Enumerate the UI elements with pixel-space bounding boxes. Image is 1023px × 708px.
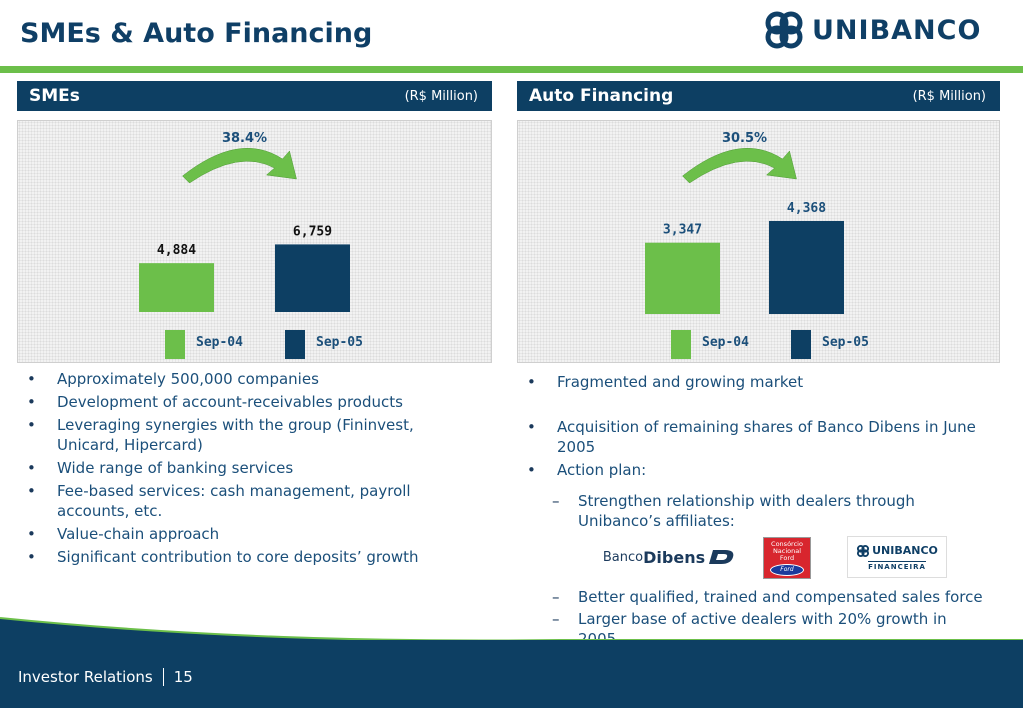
smes-heading: SMEs — [29, 86, 80, 106]
smes-panel-header: SMEs (R$ Million) — [17, 81, 492, 111]
ford-oval-text: Ford — [780, 566, 794, 573]
auto-panel-header: Auto Financing (R$ Million) — [517, 81, 1000, 111]
data-label: 3,347 — [663, 223, 702, 238]
auto-heading: Auto Financing — [529, 86, 674, 106]
auto-chart-svg: 30.5% 3,347 Sep-04 4,368 Sep-05 — [645, 131, 869, 359]
growth-arrow-icon — [182, 148, 297, 184]
smes-chart-svg: 38.4% 4,884 Sep-04 6,759 Sep-05 — [139, 131, 363, 359]
bar-sep-04 — [139, 263, 214, 312]
uni-fin-sub: FINANCEIRA — [868, 560, 926, 571]
legend-swatch — [165, 330, 185, 359]
legend-label: Sep-04 — [196, 335, 243, 350]
unibanco-knot-small-icon — [857, 544, 870, 557]
legend-swatch — [791, 330, 811, 359]
footer-separator — [162, 668, 164, 686]
footer: Investor Relations 15 — [18, 668, 193, 686]
data-label: 6,759 — [293, 224, 332, 239]
legend-label: Sep-05 — [822, 335, 869, 350]
list-item: Better qualified, trained and compensate… — [548, 587, 988, 607]
list-item: Fragmented and growing market — [517, 372, 987, 392]
list-item: Fee-based services: cash management, pay… — [17, 481, 477, 521]
growth-label: 30.5% — [722, 131, 767, 146]
list-item: Acquisition of remaining shares of Banco… — [517, 417, 987, 457]
consorcio-line-3: Ford — [779, 553, 795, 562]
consorcio-line-1: Consórcio — [771, 539, 803, 548]
dibens-banco-text: Banco — [602, 549, 644, 565]
bar-sep-05 — [275, 244, 350, 312]
smes-chart: 38.4% 4,884 Sep-04 6,759 Sep-05 — [17, 120, 492, 363]
uni-fin-name: UNIBANCO — [872, 544, 938, 557]
unibanco-knot-icon — [765, 11, 803, 49]
growth-label: 38.4% — [222, 131, 267, 146]
uni-fin-top: UNIBANCO — [856, 544, 938, 558]
ford-oval-icon: Ford — [770, 563, 804, 576]
data-label: 4,368 — [787, 201, 826, 216]
legend-swatch — [671, 330, 691, 359]
growth-arrow-icon — [682, 148, 797, 184]
auto-unit: (R$ Million) — [912, 88, 986, 104]
list-item: Development of account-receivables produ… — [17, 392, 477, 412]
smes-unit: (R$ Million) — [404, 88, 478, 104]
consorcio-ford-logo: Consórcio Nacional Ford Ford — [763, 537, 811, 579]
unibanco-financeira-logo: UNIBANCO FINANCEIRA — [847, 536, 947, 578]
auto-chart: 30.5% 3,347 Sep-04 4,368 Sep-05 — [517, 120, 1000, 363]
dibens-name-text: Dibens — [643, 547, 706, 567]
legend-label: Sep-05 — [316, 335, 363, 350]
list-item: Approximately 500,000 companies — [17, 369, 477, 389]
footer-bar — [0, 640, 1023, 708]
auto-sub-bullets-bottom: Better qualified, trained and compensate… — [548, 587, 988, 651]
list-item: Wide range of banking services — [17, 458, 477, 478]
banco-dibens-logo: Banco Dibens — [601, 540, 739, 574]
smes-bullets: Approximately 500,000 companies Developm… — [17, 369, 477, 570]
list-item: Strengthen relationship with dealers thr… — [548, 491, 988, 531]
footer-wave — [0, 617, 1023, 642]
bar-sep-05 — [769, 220, 844, 314]
dibens-d-icon — [709, 550, 734, 564]
footer-label: Investor Relations — [18, 668, 153, 686]
data-label: 4,884 — [157, 243, 196, 258]
auto-bullets: Fragmented and growing market Acquisitio… — [517, 372, 987, 483]
consorcio-line-2: Nacional — [772, 546, 802, 555]
page-title: SMEs & Auto Financing — [20, 18, 373, 49]
list-item: Leveraging synergies with the group (Fin… — [17, 415, 477, 455]
list-item: Value-chain approach — [17, 524, 477, 544]
page-number: 15 — [173, 668, 193, 686]
auto-sub-bullets-top: Strengthen relationship with dealers thr… — [548, 491, 988, 533]
unibanco-logo: UNIBANCO — [762, 8, 981, 52]
header-rule — [0, 66, 1023, 73]
list-item: Significant contribution to core deposit… — [17, 547, 477, 567]
bar-sep-04 — [645, 242, 720, 314]
legend-label: Sep-04 — [702, 335, 749, 350]
legend-swatch — [285, 330, 305, 359]
logo-text: UNIBANCO — [812, 14, 982, 46]
list-item: Action plan: — [517, 460, 987, 480]
